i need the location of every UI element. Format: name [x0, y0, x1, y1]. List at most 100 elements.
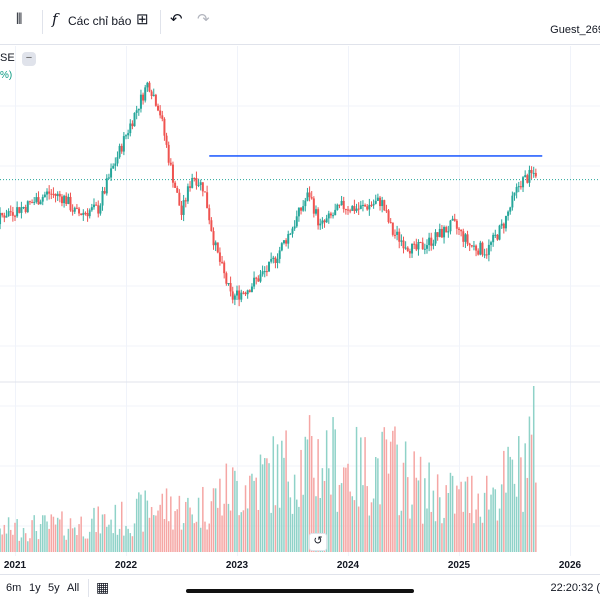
- candle-body: [470, 245, 473, 247]
- range-1y[interactable]: 1y: [29, 582, 41, 594]
- collapse-legend-button[interactable]: −: [22, 52, 36, 66]
- function-icon[interactable]: f: [52, 10, 58, 28]
- candle-body: [385, 210, 388, 212]
- candle-body: [404, 247, 407, 249]
- volume-bar: [129, 533, 132, 552]
- price-chart[interactable]: 2021 2022 2023 2024 2025 2026: [0, 46, 600, 574]
- volume-bar: [332, 417, 334, 552]
- volume-bar: [458, 489, 460, 552]
- volume-bar: [486, 475, 488, 552]
- candle-body: [3, 215, 6, 218]
- candle-body: [453, 218, 456, 221]
- range-5y[interactable]: 5y: [48, 582, 60, 594]
- candle-body: [120, 145, 123, 152]
- volume-bar: [110, 519, 112, 552]
- volume-bar: [285, 430, 287, 552]
- volume-bar: [443, 517, 445, 552]
- volume-bar: [127, 528, 129, 552]
- volume-bar: [336, 511, 339, 552]
- candle-body: [161, 115, 164, 119]
- candle-body: [340, 200, 343, 206]
- candle-body: [415, 244, 418, 250]
- candle-body: [361, 204, 364, 206]
- volume-bar: [255, 477, 257, 552]
- volume-bar: [503, 450, 505, 552]
- candle-body: [142, 94, 145, 101]
- candle-body: [95, 204, 98, 206]
- candle-body: [327, 213, 330, 219]
- candle-body: [171, 164, 174, 183]
- range-all[interactable]: All: [67, 582, 80, 594]
- candle-body: [148, 82, 151, 92]
- candle-body: [526, 175, 529, 183]
- volume-bar: [400, 510, 403, 552]
- candle-body: [413, 243, 416, 245]
- candle-body: [372, 203, 375, 206]
- candle-body: [127, 133, 130, 136]
- reset-chart-icon[interactable]: ↺: [309, 533, 327, 551]
- candle-body: [129, 123, 132, 134]
- candle-body: [419, 242, 422, 244]
- volume-bar: [370, 502, 373, 552]
- volume-bar: [82, 536, 85, 552]
- volume-bar: [187, 497, 189, 552]
- volume-bar: [249, 475, 251, 552]
- date-range-icon[interactable]: ▦: [96, 579, 110, 595]
- candle-body: [507, 211, 510, 216]
- candle-body: [7, 211, 10, 217]
- candle-body: [14, 215, 16, 217]
- volume-bar: [272, 436, 275, 552]
- clock: 22:20:32 (U: [550, 582, 600, 594]
- candle-body: [509, 207, 512, 212]
- volume-bar: [227, 503, 230, 552]
- volume-bar: [522, 511, 524, 552]
- candle-body: [221, 261, 224, 263]
- candle-body: [357, 208, 360, 210]
- candle-body: [180, 205, 183, 215]
- undo-icon[interactable]: ↶: [170, 11, 183, 28]
- volume-bar: [223, 503, 225, 552]
- volume-bar: [24, 533, 27, 552]
- volume-bar: [411, 504, 413, 552]
- volume-bar: [144, 490, 146, 552]
- volume-bar: [78, 524, 80, 552]
- candle-body: [423, 248, 426, 250]
- volume-bar: [197, 497, 200, 552]
- candle-body: [376, 197, 379, 201]
- user-menu[interactable]: Guest_269: [550, 24, 600, 36]
- volume-bar: [120, 501, 123, 552]
- volume-bar: [362, 485, 364, 552]
- range-6m[interactable]: 6m: [6, 582, 22, 594]
- volume-bar: [123, 535, 125, 552]
- volume-bar: [118, 528, 121, 552]
- volume-bar: [161, 493, 164, 552]
- candle-body: [492, 234, 495, 243]
- volume-bar: [483, 492, 486, 552]
- volume-bar: [281, 440, 283, 552]
- candle-body: [530, 169, 533, 173]
- volume-bar: [509, 456, 511, 552]
- candle-body: [195, 178, 198, 186]
- candle-body: [52, 193, 55, 195]
- candle-body: [528, 169, 531, 183]
- volume-bar: [426, 508, 428, 552]
- candle-body: [90, 207, 93, 211]
- candle-body: [458, 228, 460, 230]
- volume-bar: [253, 480, 255, 552]
- indicators-button[interactable]: Các chỉ báo: [68, 14, 132, 28]
- candle-body: [353, 206, 356, 211]
- volume-bar: [460, 481, 462, 552]
- layout-grid-icon[interactable]: ⊞: [136, 11, 149, 28]
- candle-body: [253, 277, 256, 287]
- candle-body: [440, 228, 443, 238]
- volume-bar: [97, 506, 99, 552]
- volume-bar: [116, 534, 119, 552]
- redo-icon[interactable]: ↷: [197, 11, 210, 28]
- volume-bar: [338, 484, 341, 552]
- candle-style-icon[interactable]: ⫴: [16, 11, 23, 28]
- candle-body: [261, 271, 264, 275]
- volume-bar: [276, 444, 279, 552]
- volume-bar: [65, 539, 67, 552]
- volume-bar: [379, 504, 381, 552]
- candle-body: [274, 257, 277, 263]
